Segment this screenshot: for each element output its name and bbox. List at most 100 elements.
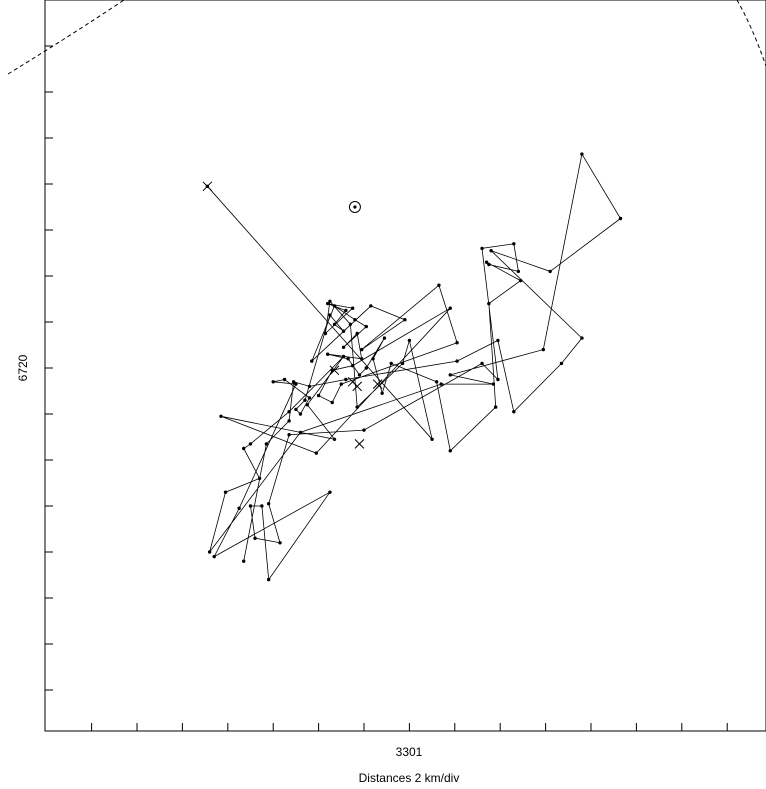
track-point: [332, 437, 337, 441]
track-point: [357, 373, 362, 377]
track-point: [264, 442, 269, 446]
track-point: [364, 324, 368, 329]
circle-marker-ring: [348, 201, 361, 213]
track-point: [346, 357, 350, 361]
track-point: [362, 428, 366, 432]
point-layer: [205, 152, 623, 582]
track-point: [223, 490, 228, 494]
track-point: [307, 396, 312, 400]
track-point: [344, 377, 348, 382]
axis-ticks: [45, 45, 728, 731]
x-marker-stroke: [202, 181, 213, 192]
track-point: [341, 329, 346, 333]
track-point: [325, 301, 330, 306]
plot-frame: [44, 0, 766, 732]
track-point: [496, 338, 500, 343]
track-point: [541, 347, 546, 352]
track-point: [248, 504, 253, 508]
track-point: [484, 260, 489, 264]
track-point: [350, 364, 355, 368]
track-point: [332, 304, 337, 308]
track-point: [360, 357, 364, 361]
track-point: [287, 433, 291, 437]
track-point: [339, 382, 343, 386]
track-point: [518, 278, 523, 283]
range-arc-right: [736, 0, 766, 67]
track-point: [310, 359, 314, 363]
x-marker: [352, 381, 363, 392]
track-point: [207, 550, 212, 554]
track-point: [407, 338, 412, 343]
track-point: [403, 318, 407, 322]
track-point: [364, 366, 368, 370]
track-point: [219, 414, 223, 418]
track-point: [328, 313, 332, 317]
track-point: [559, 361, 564, 366]
track-point: [448, 306, 452, 310]
circle-marker: [348, 201, 361, 213]
track-point: [266, 577, 271, 582]
track-point: [371, 357, 375, 361]
track-point: [330, 400, 334, 405]
track-point: [248, 442, 253, 446]
track-point: [493, 405, 498, 409]
track-point: [512, 242, 516, 246]
x-marker-stroke: [329, 365, 340, 376]
track-point: [253, 536, 257, 540]
track-point: [491, 382, 496, 386]
track-point: [348, 322, 353, 326]
track-point: [389, 361, 393, 366]
x-marker-stroke: [354, 439, 365, 449]
track-point: [489, 249, 493, 253]
track-point: [455, 359, 459, 363]
x-center-label: 3301: [396, 745, 423, 759]
x-marker: [372, 379, 383, 389]
track-point: [257, 476, 262, 481]
track-point: [298, 412, 303, 416]
track-point: [316, 393, 321, 398]
track-point: [287, 419, 291, 423]
track-line: [207, 153, 622, 581]
track-point: [328, 490, 332, 494]
track-point: [360, 347, 364, 352]
track-point: [437, 283, 441, 287]
track-point: [305, 403, 309, 407]
track-point: [237, 506, 241, 510]
track-point: [341, 345, 346, 349]
track-point: [282, 377, 287, 382]
x-marker: [329, 365, 340, 376]
track-point: [241, 559, 246, 563]
track-point: [341, 354, 346, 359]
track-point: [294, 407, 298, 412]
track-point: [344, 308, 348, 313]
track-point: [487, 301, 491, 306]
x-marker-stroke: [352, 381, 363, 392]
track-layer: [207, 153, 622, 581]
track-point: [325, 352, 330, 356]
track-point: [439, 382, 443, 386]
x-marker: [202, 181, 213, 192]
track-point: [369, 304, 373, 308]
track-point: [323, 331, 328, 336]
x-marker-stroke: [347, 376, 358, 387]
track-point: [355, 405, 359, 409]
track-point: [430, 437, 434, 441]
track-point: [512, 410, 516, 414]
x-marker-stroke: [372, 379, 383, 389]
y-center-label: 6720: [16, 354, 30, 381]
track-point: [380, 391, 384, 395]
track-point: [332, 322, 337, 326]
track-point: [353, 318, 357, 322]
track-point: [580, 336, 584, 340]
track-point: [487, 262, 491, 267]
track-point: [266, 502, 271, 506]
marker-layer: [202, 181, 383, 449]
track-point: [618, 216, 623, 221]
x-marker: [354, 439, 365, 449]
track-point: [271, 380, 275, 384]
track-point: [278, 541, 282, 545]
track-point: [455, 341, 459, 345]
track-point: [291, 380, 296, 384]
track-point: [448, 373, 452, 377]
track-point: [580, 152, 584, 156]
